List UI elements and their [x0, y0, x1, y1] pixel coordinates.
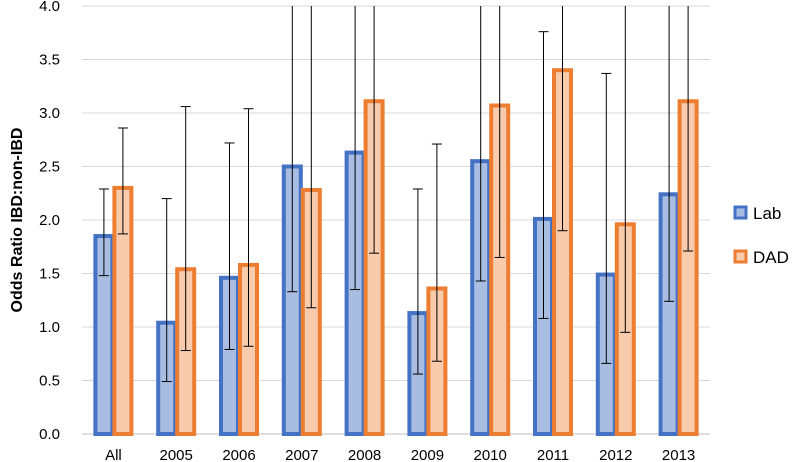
x-tick-label: All [105, 447, 122, 462]
y-tick-label: 1.5 [39, 266, 60, 283]
legend: Lab DAD [733, 204, 789, 267]
y-axis-label: Odds Ratio IBD:non-IBD [9, 128, 26, 313]
legend-swatch-dad [733, 249, 748, 264]
x-axis-ticks: All 2005 2006 2007 2008 2009 2010 2011 2012 2013 [105, 447, 695, 462]
y-tick-label: 2.0 [39, 212, 60, 229]
x-tick-label: 2010 [474, 447, 507, 462]
x-tick-label: 2012 [599, 447, 632, 462]
x-tick-label: 2007 [285, 447, 318, 462]
y-tick-label: 3.5 [39, 52, 60, 69]
legend-label-lab: Lab [753, 204, 781, 223]
x-tick-label: 2013 [662, 447, 695, 462]
x-tick-label: 2005 [160, 447, 193, 462]
y-tick-label: 4.0 [39, 0, 60, 15]
y-tick-label: 1.0 [39, 319, 60, 336]
y-tick-label: 0.5 [39, 373, 60, 390]
y-tick-label: 2.5 [39, 159, 60, 176]
x-tick-label: 2009 [411, 447, 444, 462]
error-bars [98, 6, 694, 383]
y-tick-label: 0.0 [39, 426, 60, 443]
legend-label-dad: DAD [753, 248, 789, 267]
y-axis-ticks: 0.0 0.5 1.0 1.5 2.0 2.5 3.0 3.5 4.0 [39, 0, 60, 443]
legend-swatch-lab [733, 205, 748, 220]
x-tick-label: 2006 [222, 447, 255, 462]
x-tick-label: 2011 [537, 447, 569, 462]
y-tick-label: 3.0 [39, 105, 60, 122]
x-tick-label: 2008 [348, 447, 381, 462]
